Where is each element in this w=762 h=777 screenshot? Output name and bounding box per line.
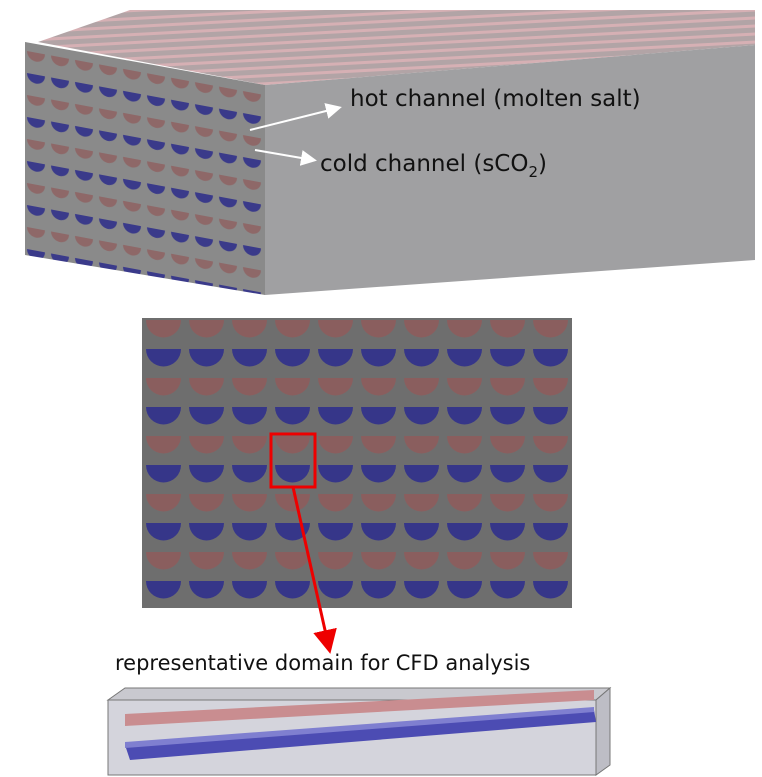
heat-exchanger-block: hot channel (molten salt) cold channel (… [25,10,755,295]
cold-label-suffix: ) [538,151,547,177]
cold-label-text: cold channel (sCO [320,151,528,177]
hot-label: hot channel (molten salt) [350,86,641,112]
cold-label-subscript: 2 [528,163,538,181]
caption: representative domain for CFD analysis [115,651,530,675]
diagram: hot channel (molten salt) cold channel (… [0,0,762,777]
cross-section [142,318,572,648]
cfd-domain [108,688,610,775]
cold-label: cold channel (sCO2) [320,151,547,181]
